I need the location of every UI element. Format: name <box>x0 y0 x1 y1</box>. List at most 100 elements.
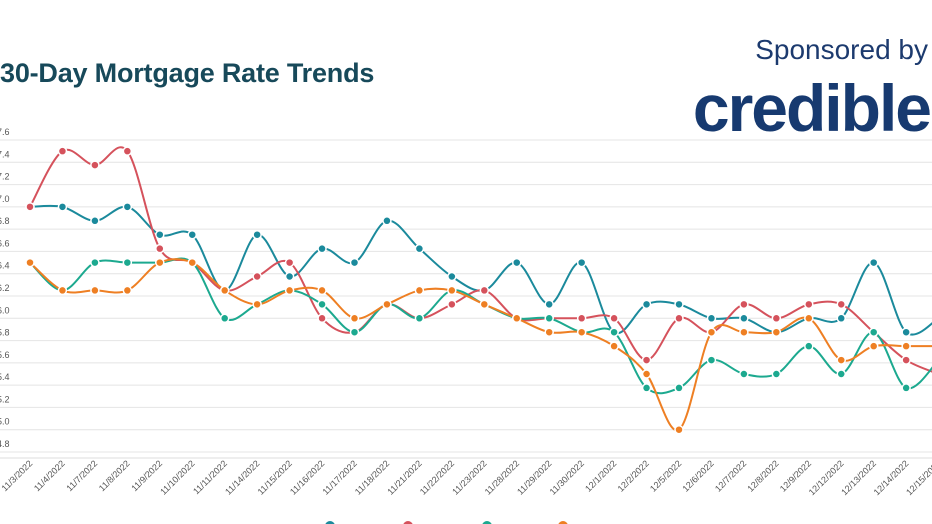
y-tick-label: 5.2 <box>0 394 10 404</box>
data-point <box>349 313 360 324</box>
data-point <box>739 313 749 324</box>
x-tick-label: 12/7/2022 <box>713 458 748 493</box>
series-line <box>29 204 932 336</box>
x-tick-label: 12/6/2022 <box>680 458 715 493</box>
credible-logo: credible <box>692 71 932 145</box>
legend-marker <box>482 521 492 524</box>
data-point <box>187 229 197 240</box>
data-point <box>414 243 425 254</box>
data-point <box>739 299 749 310</box>
y-tick-label: 6.2 <box>0 283 10 293</box>
data-point <box>836 313 846 324</box>
data-point <box>284 285 295 296</box>
y-tick-label: 5.0 <box>0 417 10 427</box>
data-point <box>609 313 619 324</box>
data-point <box>804 299 814 310</box>
data-point <box>901 355 911 365</box>
data-point <box>349 327 360 337</box>
legend <box>325 521 568 524</box>
data-point <box>771 313 782 324</box>
data-point <box>447 271 457 282</box>
data-point <box>317 313 327 324</box>
data-point <box>609 341 619 351</box>
data-point <box>284 257 295 268</box>
y-tick-label: 6.8 <box>0 216 10 226</box>
data-point <box>90 257 100 268</box>
data-point <box>122 257 133 268</box>
data-point <box>674 424 684 435</box>
data-point <box>122 202 133 212</box>
series-0 <box>25 202 932 337</box>
y-axis-ticks: 7.6 7.4 7.2 7.0 6.8 6.6 6.4 6.2 6.0 5.8 5.6 5.4 5.2 5… <box>0 127 10 449</box>
series-line <box>29 258 932 432</box>
x-axis-ticks: 11/3/202211/4/202211/7/202211/8/202211/9… <box>0 458 932 497</box>
x-tick-label: 11/8/2022 <box>97 458 132 493</box>
x-tick-label: 11/4/2022 <box>32 458 67 493</box>
data-point <box>57 202 68 212</box>
data-point <box>544 327 554 337</box>
data-point <box>836 355 846 365</box>
data-point <box>252 271 262 282</box>
data-point <box>868 257 879 268</box>
data-point <box>576 313 587 324</box>
data-point <box>706 355 717 365</box>
data-point <box>252 299 262 310</box>
data-point <box>674 383 684 393</box>
data-point <box>414 285 425 296</box>
series-lines <box>25 146 932 435</box>
data-point <box>25 257 35 268</box>
y-tick-label: 7.4 <box>0 149 10 159</box>
data-point <box>479 285 490 296</box>
data-point <box>252 229 262 240</box>
y-tick-label: 7.6 <box>0 127 10 137</box>
series-line <box>29 257 932 395</box>
data-point <box>641 369 652 379</box>
legend-marker <box>325 521 335 524</box>
y-tick-label: 4.8 <box>0 439 10 449</box>
data-point <box>739 327 749 337</box>
data-point <box>512 313 522 324</box>
data-point <box>317 299 327 310</box>
data-point <box>836 369 846 379</box>
data-point <box>57 146 68 156</box>
data-point <box>804 341 814 351</box>
sponsor-label: Sponsored by <box>755 34 928 65</box>
data-point <box>901 341 911 351</box>
x-tick-label: 11/10/2022 <box>158 458 196 496</box>
x-tick-label: 12/2/2022 <box>616 458 651 493</box>
data-point <box>155 257 165 268</box>
series-2 <box>25 257 932 395</box>
data-point <box>804 313 814 324</box>
data-point <box>317 285 327 296</box>
data-point <box>57 285 68 296</box>
data-point <box>901 327 911 337</box>
series-line <box>29 146 932 373</box>
legend-marker <box>558 521 568 524</box>
data-point <box>155 243 165 254</box>
y-tick-label: 6.0 <box>0 305 10 315</box>
y-tick-label: 6.6 <box>0 238 10 248</box>
data-point <box>771 327 782 337</box>
data-point <box>122 146 133 156</box>
data-point <box>349 257 360 268</box>
data-point <box>25 202 35 212</box>
data-point <box>479 299 490 310</box>
data-point <box>641 383 652 393</box>
data-point <box>382 216 392 226</box>
data-point <box>90 160 100 170</box>
data-point <box>317 243 327 254</box>
data-point <box>90 285 100 296</box>
y-tick-label: 6.4 <box>0 261 10 271</box>
x-tick-label: 11/7/2022 <box>64 458 99 493</box>
data-point <box>382 299 392 310</box>
x-tick-label: 11/30/2022 <box>548 458 586 496</box>
data-point <box>187 257 197 268</box>
data-point <box>447 285 457 296</box>
data-point <box>674 299 684 310</box>
data-point <box>122 285 133 296</box>
legend-marker <box>403 521 413 524</box>
chart-title: 30-Day Mortgage Rate Trends <box>0 58 375 88</box>
data-point <box>284 271 295 282</box>
data-point <box>641 355 652 365</box>
